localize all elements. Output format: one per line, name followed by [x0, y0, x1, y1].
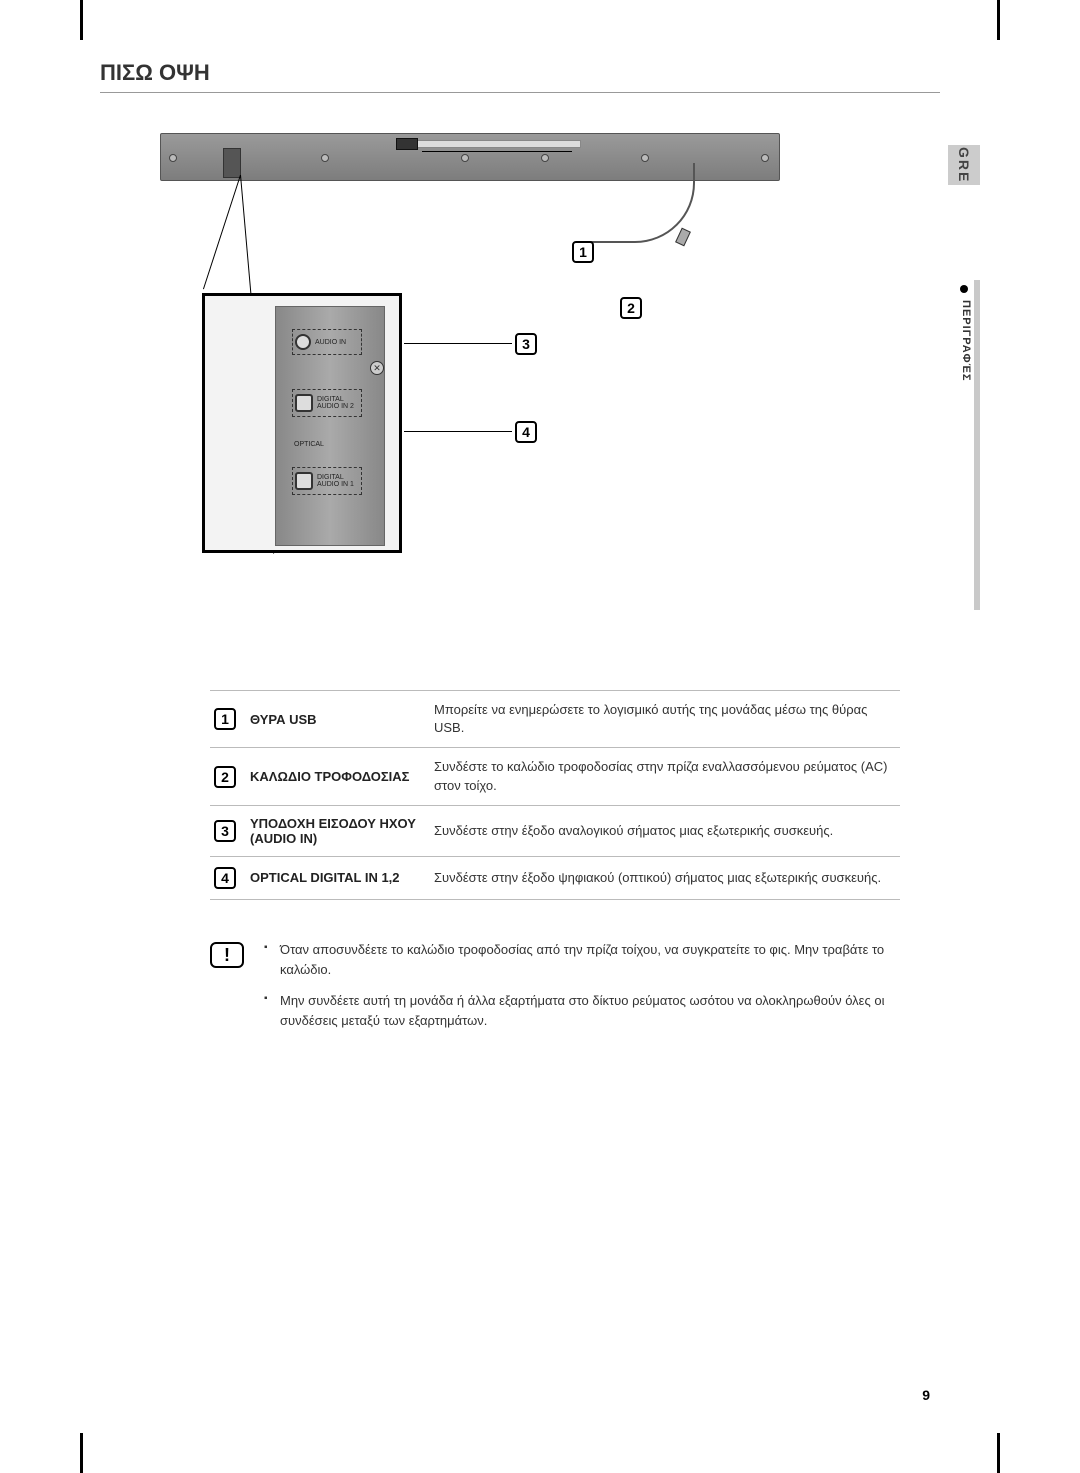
row-number: 4 — [214, 867, 236, 889]
screw-icon: ✕ — [370, 361, 384, 375]
rear-view-diagram: AUDIO IN ✕ DIGITAL AUDIO IN 2 OPTICAL DI… — [160, 133, 800, 553]
table-row: 3 ΥΠΟΔΟΧΗ ΕΙΣΟΔΟΥ ΗΧΟΥ (AUDIO IN) Συνδέσ… — [210, 805, 900, 856]
power-plug — [675, 228, 691, 247]
caution-item: Μην συνδέετε αυτή τη μονάδα ή άλλα εξαρτ… — [264, 991, 900, 1030]
callout-3: 3 — [515, 333, 537, 355]
row-number: 2 — [214, 766, 236, 788]
row-label: ΚΑΛΩΔΙΟ ΤΡΟΦΟΔΟΣΙΑΣ — [250, 769, 420, 784]
row-label: ΥΠΟΔΟΧΗ ΕΙΣΟΔΟΥ ΗΧΟΥ (AUDIO IN) — [250, 816, 420, 846]
language-tab-label: GRE — [956, 147, 972, 183]
crop-mark — [997, 1433, 1000, 1473]
power-cable — [585, 163, 695, 243]
crop-mark — [80, 1433, 83, 1473]
ports-table: 1 ΘΥΡΑ USB Μπορείτε να ενημερώσετε το λο… — [210, 690, 900, 900]
row-number: 1 — [214, 708, 236, 730]
page-content: ΠΙΣΩ ΟΨΗ GRE ΠΕΡΙΓΡΑΦΈΣ AUDIO IN ✕ DIGIT… — [100, 60, 980, 1413]
callout-4: 4 — [515, 421, 537, 443]
port-digital-2: DIGITAL AUDIO IN 2 — [292, 389, 362, 417]
section-heading: ΠΙΣΩ ΟΨΗ — [100, 60, 940, 93]
callout-2: 2 — [620, 297, 642, 319]
port-optical-label: OPTICAL — [292, 437, 362, 452]
caution-item: Όταν αποσυνδέετε το καλώδιο τροφοδοσίας … — [264, 940, 900, 979]
caution-icon: ! — [210, 942, 244, 968]
table-row: 2 ΚΑΛΩΔΙΟ ΤΡΟΦΟΔΟΣΙΑΣ Συνδέστε το καλώδι… — [210, 747, 900, 804]
row-number: 3 — [214, 820, 236, 842]
crop-mark — [80, 0, 83, 40]
caution-notes: ! Όταν αποσυνδέετε το καλώδιο τροφοδοσία… — [210, 940, 900, 1042]
row-description: Συνδέστε στην έξοδο αναλογικού σήματος μ… — [434, 822, 900, 840]
side-bullet-icon — [960, 285, 968, 293]
callout-1: 1 — [572, 241, 594, 263]
row-description: Μπορείτε να ενημερώσετε το λογισμικό αυτ… — [434, 701, 900, 737]
caution-list: Όταν αποσυνδέετε το καλώδιο τροφοδοσίας … — [264, 940, 900, 1042]
leader-line — [404, 343, 512, 344]
crop-mark — [997, 0, 1000, 40]
leader-line — [404, 431, 512, 432]
row-description: Συνδέστε στην έξοδο ψηφιακού (οπτικού) σ… — [434, 869, 900, 887]
language-tab: GRE — [948, 145, 980, 185]
page-number: 9 — [922, 1387, 930, 1403]
port-detail-inset: AUDIO IN ✕ DIGITAL AUDIO IN 2 OPTICAL DI… — [202, 293, 402, 553]
row-label: ΘΥΡΑ USB — [250, 712, 420, 727]
port-audio-in: AUDIO IN — [292, 329, 362, 355]
row-label: OPTICAL DIGITAL IN 1,2 — [250, 870, 420, 885]
table-row: 4 OPTICAL DIGITAL IN 1,2 Συνδέστε στην έ… — [210, 856, 900, 900]
table-row: 1 ΘΥΡΑ USB Μπορείτε να ενημερώσετε το λο… — [210, 690, 900, 747]
side-index-bar — [974, 280, 980, 610]
zoom-guide-line — [203, 175, 241, 289]
leader-line — [422, 151, 572, 152]
side-section-label: ΠΕΡΙΓΡΑΦΈΣ — [960, 300, 972, 381]
row-description: Συνδέστε το καλώδιο τροφοδοσίας στην πρί… — [434, 758, 900, 794]
port-digital-1: DIGITAL AUDIO IN 1 — [292, 467, 362, 495]
